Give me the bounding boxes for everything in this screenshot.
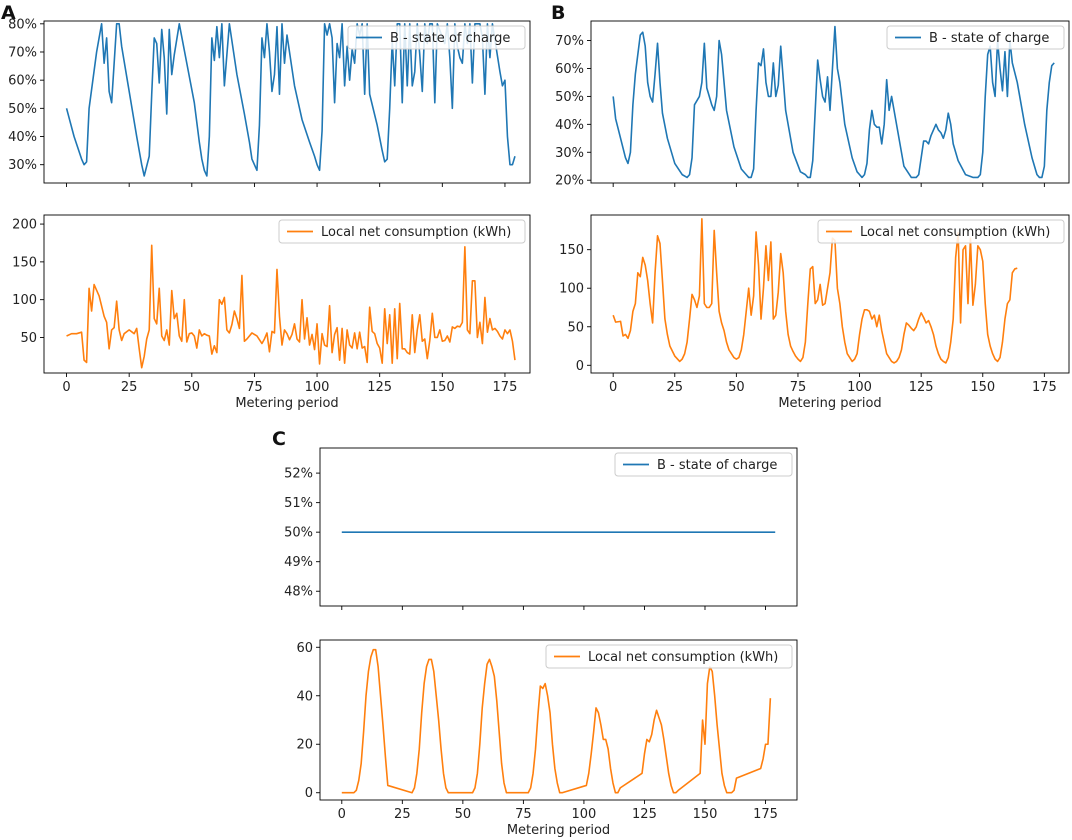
b-consumption-xtick-label: 50 [728, 380, 745, 395]
c-consumption-ytick-label: 40 [296, 689, 313, 704]
b-consumption-series-line [612, 218, 1018, 364]
b-consumption-ytick-label: 0 [576, 359, 584, 374]
a-soc-legend-box [347, 25, 526, 50]
b-soc-ytick-label: 70% [555, 34, 584, 49]
a-consumption-xtick-label: 150 [430, 380, 455, 395]
a-consumption-series-line [66, 244, 516, 369]
c-soc-legend-box [614, 452, 793, 477]
c-consumption-ytick-label: 60 [296, 641, 313, 656]
b-consumption-axes-frame [590, 214, 1070, 374]
a-consumption-xtick-label: 100 [305, 380, 330, 395]
b-consumption-xtick-label: 175 [1032, 380, 1057, 395]
a-consumption-ytick-label: 50 [20, 331, 37, 346]
chart-c-consumption: 0 20 40 60 0 25 50 75 100 125 150 175 Metering perio… [296, 639, 798, 838]
c-soc-legend: B - state of charge [614, 452, 793, 477]
c-consumption-series-line [341, 648, 772, 794]
c-consumption-xtick-label: 25 [394, 807, 411, 822]
a-soc-axes-frame [43, 20, 531, 184]
b-soc-ytick-label: 60% [555, 62, 584, 77]
b-soc-ytick-label: 50% [555, 90, 584, 105]
a-soc-legend: B - state of charge [347, 25, 526, 50]
a-consumption-xtick-label: 25 [121, 380, 138, 395]
a-consumption-ytick-label: 150 [12, 255, 37, 270]
c-consumption-ytick-label: 0 [305, 786, 313, 801]
b-soc-legend-box [886, 25, 1065, 50]
a-consumption-legend-label: Local net consumption (kWh) [321, 225, 511, 240]
c-soc-ytick-label: 49% [284, 555, 313, 570]
a-consumption-xtick-label: 75 [246, 380, 263, 395]
c-soc-ytick-label: 51% [284, 496, 313, 511]
b-soc-ytick-label: 20% [555, 174, 584, 189]
c-consumption-axes-frame [319, 639, 798, 801]
panel-label-b: B [551, 2, 565, 24]
c-consumption-ytick-label: 20 [296, 738, 313, 753]
chart-b-consumption: 0 50 100 150 0 25 50 75 100 125 150 175 Metering per… [559, 214, 1070, 411]
panel-label-c: C [272, 428, 286, 450]
b-consumption-legend: Local net consumption (kWh) [817, 219, 1065, 244]
b-soc-ytick-label: 40% [555, 118, 584, 133]
a-consumption-axes-frame [43, 214, 531, 374]
b-consumption-xtick-label: 75 [790, 380, 807, 395]
c-consumption-xtick-label: 175 [753, 807, 778, 822]
a-consumption-legend-box [278, 219, 526, 244]
c-consumption-xlabel: Metering period [507, 823, 610, 838]
c-consumption-xtick-label: 75 [515, 807, 532, 822]
a-consumption-ytick-label: 100 [12, 293, 37, 308]
c-consumption-legend: Local net consumption (kWh) [545, 644, 793, 669]
a-soc-ytick-label: 30% [8, 158, 37, 173]
chart-a-soc: 30% 40% 50% 60% 70% 80% B - state of charge [8, 17, 531, 187]
c-consumption-xtick-label: 100 [572, 807, 597, 822]
a-soc-series-line [65, 23, 516, 177]
c-consumption-xtick-label: 150 [693, 807, 718, 822]
a-consumption-xtick-label: 0 [62, 380, 70, 395]
a-soc-ytick-label: 80% [8, 17, 37, 32]
b-soc-legend-label: B - state of charge [929, 31, 1049, 46]
b-consumption-ytick-label: 50 [567, 320, 584, 335]
b-soc-series-line [612, 25, 1055, 179]
a-soc-ytick-label: 50% [8, 102, 37, 117]
b-consumption-xtick-label: 150 [970, 380, 995, 395]
c-soc-ytick-label: 48% [284, 585, 313, 600]
a-consumption-xtick-label: 125 [367, 380, 392, 395]
c-soc-axes-frame [319, 447, 798, 607]
a-soc-ytick-label: 60% [8, 74, 37, 89]
a-soc-legend-label: B - state of charge [390, 31, 510, 46]
a-consumption-legend: Local net consumption (kWh) [278, 219, 526, 244]
b-consumption-xtick-label: 125 [909, 380, 934, 395]
a-soc-ytick-label: 40% [8, 130, 37, 145]
c-consumption-legend-label: Local net consumption (kWh) [588, 650, 778, 665]
b-soc-ytick-label: 30% [555, 146, 584, 161]
chart-b-soc: 20% 30% 40% 50% 60% 70% B - state of charge [555, 20, 1070, 189]
b-consumption-legend-box [817, 219, 1065, 244]
a-consumption-xtick-label: 50 [184, 380, 201, 395]
b-soc-axes-frame [590, 20, 1070, 184]
c-consumption-legend-box [545, 644, 793, 669]
b-consumption-legend-label: Local net consumption (kWh) [860, 225, 1050, 240]
a-soc-ytick-label: 70% [8, 45, 37, 60]
panel-label-a: A [1, 2, 16, 24]
b-consumption-ytick-label: 150 [559, 243, 584, 258]
chart-a-consumption: 50 100 150 200 0 25 50 75 100 125 150 175 Metering p… [12, 214, 531, 411]
a-consumption-xlabel: Metering period [235, 396, 338, 411]
c-consumption-xtick-label: 50 [455, 807, 472, 822]
chart-c-soc: 48% 49% 50% 51% 52% B - state of charge [284, 447, 798, 610]
c-consumption-xtick-label: 0 [338, 807, 346, 822]
b-consumption-xtick-label: 100 [847, 380, 872, 395]
c-soc-ytick-label: 52% [284, 467, 313, 482]
b-consumption-xtick-label: 25 [666, 380, 683, 395]
b-soc-legend: B - state of charge [886, 25, 1065, 50]
b-consumption-ytick-label: 100 [559, 282, 584, 297]
a-consumption-xtick-label: 175 [493, 380, 518, 395]
a-consumption-ytick-label: 200 [12, 218, 37, 233]
c-soc-ytick-label: 50% [284, 526, 313, 541]
c-soc-legend-label: B - state of charge [657, 458, 777, 473]
b-consumption-xlabel: Metering period [778, 396, 881, 411]
c-consumption-xtick-label: 125 [632, 807, 657, 822]
b-consumption-xtick-label: 0 [609, 380, 617, 395]
